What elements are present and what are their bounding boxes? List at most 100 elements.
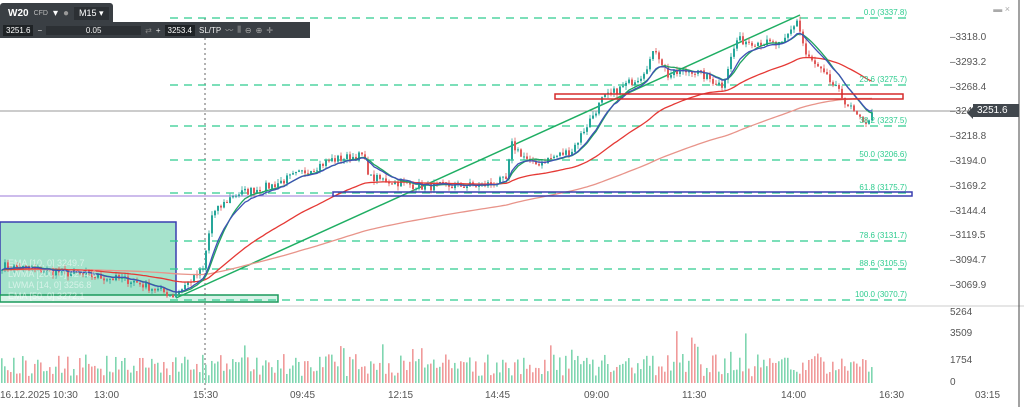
candle: [301, 170, 303, 172]
candle: [520, 149, 522, 157]
volume-bar: [139, 357, 141, 383]
volume-bar: [559, 357, 561, 383]
maximize-icon[interactable]: ▬: [993, 4, 1003, 14]
volume-bar: [538, 368, 540, 383]
volume-bar: [553, 354, 555, 383]
candle: [169, 295, 171, 297]
volume-bar: [73, 368, 75, 383]
candle: [46, 269, 48, 272]
volume-bar: [310, 367, 312, 383]
candle: [490, 182, 492, 185]
fib-level-label: 38.2 (3237.5): [859, 116, 907, 125]
volume-bar: [574, 360, 576, 383]
symbol-panel: W20 CFD ▾ ● M15 ▾: [0, 3, 113, 23]
candle: [583, 131, 585, 134]
candle: [568, 150, 570, 156]
candle: [373, 174, 375, 182]
candle: [1, 269, 3, 271]
y-axis-label: –3293.2: [950, 56, 987, 68]
volume-bar: [520, 374, 522, 383]
candle: [253, 187, 255, 194]
zoom-out-icon[interactable]: ⊖: [244, 25, 252, 35]
candle: [106, 279, 108, 281]
sltp-button[interactable]: SL/TP: [198, 25, 222, 35]
candle: [379, 174, 381, 179]
candle: [799, 20, 801, 32]
volume-bar: [781, 359, 783, 383]
symbol-name[interactable]: W20: [8, 7, 29, 19]
volume-bar: [595, 375, 597, 383]
volume-bar: [688, 360, 690, 383]
candle: [523, 156, 525, 158]
volume-bar: [472, 371, 474, 383]
volume-bar: [217, 361, 219, 383]
volume-bar: [205, 364, 207, 383]
volume-bar: [265, 360, 267, 383]
sell-price-button[interactable]: 3251.6: [3, 24, 34, 36]
volume-bar: [334, 361, 336, 383]
timeframe-select[interactable]: M15 ▾: [74, 6, 109, 20]
volume-bar: [70, 375, 72, 383]
volume-bar: [124, 357, 126, 383]
candle: [550, 157, 552, 159]
candle: [754, 45, 756, 47]
volume-bar: [190, 369, 192, 383]
volume-bar: [43, 371, 45, 383]
volume-bar: [475, 361, 477, 383]
volume-bar: [529, 364, 531, 383]
buy-price-button[interactable]: 3253.4: [164, 24, 195, 36]
candle: [691, 71, 693, 74]
volume-bar: [106, 355, 108, 383]
volume-bar: [268, 362, 270, 383]
volume-bar: [760, 367, 762, 383]
volume-input[interactable]: 0.05: [46, 25, 142, 35]
candle: [286, 175, 288, 184]
fib-level-label: 0.0 (3337.8): [863, 8, 907, 17]
candle: [610, 92, 612, 94]
crosshair-icon[interactable]: ✛: [266, 25, 274, 35]
candle: [343, 159, 345, 161]
volume-bar: [298, 361, 300, 383]
candle: [397, 181, 399, 187]
swap-icon[interactable]: ⇄: [145, 25, 152, 35]
candle: [688, 71, 690, 73]
candle: [67, 270, 69, 277]
x-axis-label: 14:45: [485, 390, 511, 401]
candle: [184, 284, 186, 290]
candle: [538, 164, 540, 166]
candle: [766, 39, 768, 46]
candle: [850, 105, 852, 107]
volume-bar: [193, 369, 195, 383]
volume-bar: [604, 354, 606, 383]
volume-bar: [673, 361, 675, 383]
volume-bar: [856, 363, 858, 383]
candle: [94, 277, 96, 279]
candle: [511, 141, 513, 160]
symbol-dropdown-icon[interactable]: ▾: [52, 7, 58, 19]
candle: [298, 170, 300, 172]
candles-icon[interactable]: ⫼: [237, 25, 241, 34]
line-chart-icon[interactable]: 〰: [225, 25, 234, 35]
volume-bar: [784, 357, 786, 383]
volume-bar: [175, 357, 177, 383]
volume-bar: [361, 366, 363, 383]
candle: [856, 110, 858, 115]
volume-bar: [607, 364, 609, 383]
candle: [25, 265, 27, 267]
volume-bar: [100, 368, 102, 383]
candle: [454, 183, 456, 189]
volume-bar: [97, 368, 99, 383]
volume-bar: [823, 361, 825, 383]
volume-bar: [583, 360, 585, 383]
candle: [667, 67, 669, 78]
volume-bar: [112, 372, 114, 383]
candle: [322, 163, 324, 166]
close-icon[interactable]: ×: [1004, 4, 1010, 14]
increase-volume-button[interactable]: +: [155, 25, 161, 35]
info-icon[interactable]: ●: [62, 7, 70, 19]
decrease-volume-button[interactable]: −: [37, 25, 43, 35]
volume-bar: [451, 368, 453, 383]
zoom-in-icon[interactable]: ⊕: [255, 25, 263, 35]
candle: [814, 60, 816, 64]
